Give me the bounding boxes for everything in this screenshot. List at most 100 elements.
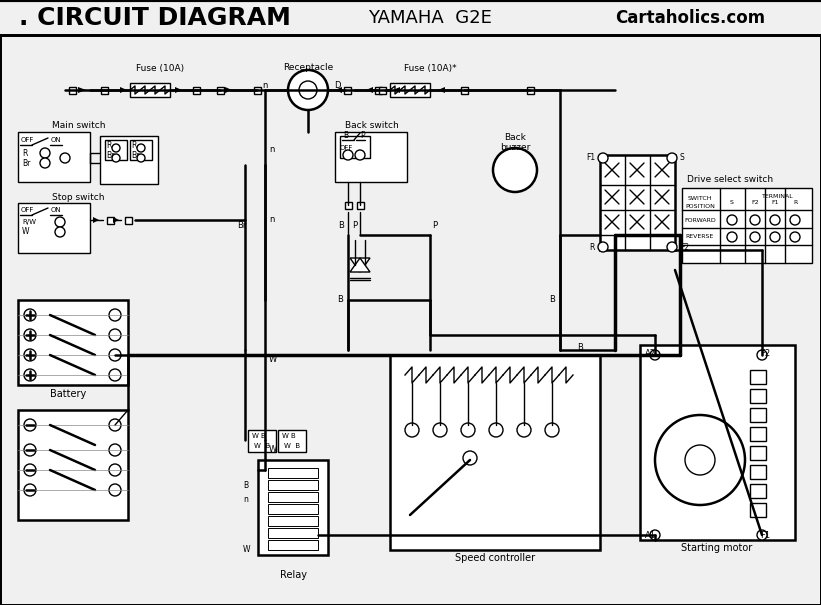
Bar (268, 540, 318, 550)
Circle shape (757, 530, 767, 540)
Polygon shape (350, 258, 370, 272)
Text: S: S (730, 200, 734, 204)
Bar (343, 87, 351, 94)
Circle shape (517, 423, 531, 437)
Bar (248, 430, 276, 452)
Text: B: B (338, 220, 344, 229)
Text: Back: Back (504, 134, 526, 143)
Text: W: W (251, 433, 259, 439)
Circle shape (24, 484, 36, 496)
Bar (750, 484, 766, 498)
Circle shape (405, 423, 419, 437)
Text: R: R (793, 200, 797, 204)
Circle shape (112, 144, 120, 152)
Text: W: W (242, 546, 250, 555)
Bar (107, 217, 113, 223)
Circle shape (109, 369, 121, 381)
Text: F2: F2 (760, 348, 770, 358)
Text: n: n (269, 145, 274, 154)
Text: OFF: OFF (340, 145, 353, 151)
Circle shape (109, 444, 121, 456)
Text: W: W (269, 356, 277, 364)
Bar (268, 528, 318, 538)
Circle shape (790, 232, 800, 242)
Circle shape (757, 350, 767, 360)
Bar (18, 203, 90, 253)
Bar (268, 516, 318, 526)
Circle shape (55, 227, 65, 237)
Bar (130, 140, 152, 160)
Bar (100, 87, 108, 94)
Bar (268, 468, 318, 478)
Bar (268, 492, 318, 502)
Bar (682, 188, 812, 263)
Circle shape (24, 464, 36, 476)
Bar (750, 389, 766, 403)
Text: Br: Br (22, 159, 30, 168)
Bar (130, 83, 170, 97)
Text: B: B (549, 295, 555, 304)
Bar (600, 155, 675, 250)
Text: . CIRCUIT DIAGRAM: . CIRCUIT DIAGRAM (19, 6, 291, 30)
Circle shape (461, 423, 475, 437)
Text: W  B: W B (254, 443, 270, 449)
Text: B: B (577, 344, 583, 353)
Polygon shape (113, 217, 119, 223)
Text: B: B (343, 131, 348, 140)
Text: A1: A1 (645, 532, 656, 540)
Bar (750, 408, 766, 422)
Text: B: B (243, 480, 248, 489)
Bar (105, 140, 127, 160)
Polygon shape (175, 87, 182, 93)
Circle shape (727, 215, 737, 225)
Bar (374, 87, 382, 94)
Circle shape (24, 419, 36, 431)
Circle shape (109, 349, 121, 361)
Text: W: W (282, 433, 288, 439)
Polygon shape (225, 87, 232, 93)
Text: A2: A2 (645, 348, 656, 358)
Circle shape (750, 215, 760, 225)
Circle shape (24, 444, 36, 456)
Circle shape (137, 144, 145, 152)
Circle shape (24, 349, 36, 361)
Circle shape (790, 215, 800, 225)
Text: SWITCH: SWITCH (688, 197, 713, 201)
Circle shape (24, 309, 36, 321)
Text: Fuse (10A)*: Fuse (10A)* (404, 64, 456, 73)
Bar (18, 132, 90, 182)
Text: R: R (22, 148, 27, 157)
Polygon shape (78, 87, 86, 93)
Circle shape (355, 150, 365, 160)
Circle shape (109, 464, 121, 476)
Text: F2: F2 (751, 200, 759, 204)
Circle shape (109, 484, 121, 496)
Text: F1: F1 (771, 200, 779, 204)
Text: Drive select switch: Drive select switch (687, 175, 773, 185)
Bar (378, 87, 386, 94)
Bar (340, 136, 370, 158)
Circle shape (650, 350, 660, 360)
Bar (278, 430, 306, 452)
Text: n: n (269, 215, 274, 224)
Bar (335, 132, 407, 182)
Polygon shape (335, 87, 342, 93)
Text: ON: ON (51, 207, 62, 213)
Bar (356, 201, 364, 209)
Polygon shape (366, 87, 373, 93)
Bar (750, 446, 766, 460)
Bar (268, 504, 318, 514)
Circle shape (60, 153, 70, 163)
Text: P: P (360, 131, 365, 140)
Text: Stop switch: Stop switch (52, 192, 104, 201)
Circle shape (463, 451, 477, 465)
Circle shape (770, 232, 780, 242)
Circle shape (685, 445, 715, 475)
Text: P: P (352, 220, 357, 229)
Circle shape (40, 148, 50, 158)
Bar (192, 87, 200, 94)
Text: Receptacle: Receptacle (283, 64, 333, 73)
Text: S: S (680, 154, 685, 163)
Text: Br: Br (237, 220, 246, 229)
Circle shape (24, 329, 36, 341)
